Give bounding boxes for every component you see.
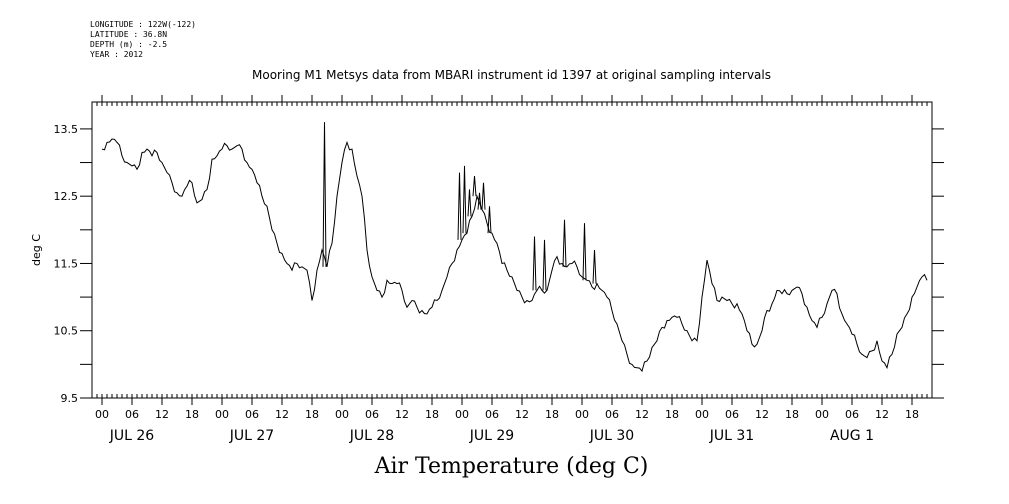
x-hour-tick-label: 00 bbox=[335, 408, 349, 421]
y-tick-label: 13.5 bbox=[54, 123, 79, 136]
data-spike bbox=[592, 249, 597, 284]
x-hour-tick-label: 06 bbox=[485, 408, 499, 421]
y-axis-label: deg C bbox=[30, 234, 43, 266]
data-spike bbox=[467, 189, 472, 217]
data-spike bbox=[487, 206, 492, 234]
plot-frame bbox=[91, 101, 933, 399]
longitude-text: LONGITUDE : 122W(-122) bbox=[90, 20, 196, 29]
x-hour-tick-label: 12 bbox=[395, 408, 409, 421]
x-hour-tick-label: 06 bbox=[725, 408, 739, 421]
x-axis-label: Air Temperature (deg C) bbox=[374, 454, 649, 479]
data-spike bbox=[542, 239, 547, 291]
x-hour-tick-label: 00 bbox=[815, 408, 829, 421]
x-day-label: AUG 1 bbox=[830, 428, 874, 444]
depth-text: DEPTH (m) : -2.5 bbox=[90, 40, 168, 49]
x-hour-tick-label: 18 bbox=[185, 408, 199, 421]
data-spike bbox=[322, 122, 327, 267]
data-spike bbox=[477, 192, 482, 210]
x-hour-tick-label: 18 bbox=[665, 408, 679, 421]
y-tick-label: 9.5 bbox=[61, 392, 79, 405]
x-hour-tick-label: 12 bbox=[635, 408, 649, 421]
x-hour-tick-label: 18 bbox=[785, 408, 799, 421]
x-day-label: JUL 26 bbox=[109, 428, 155, 444]
data-spike bbox=[532, 236, 537, 291]
x-day-label: JUL 28 bbox=[349, 428, 394, 444]
x-hour-tick-label: 06 bbox=[365, 408, 379, 421]
x-hour-tick-label: 00 bbox=[455, 408, 469, 421]
x-hour-tick-label: 06 bbox=[125, 408, 139, 421]
data-spike bbox=[481, 182, 486, 210]
chart-title: Mooring M1 Metsys data from MBARI instru… bbox=[252, 68, 771, 82]
data-spike bbox=[582, 223, 587, 281]
x-day-label: JUL 27 bbox=[229, 428, 274, 444]
series-layer bbox=[101, 122, 928, 373]
year-text: YEAR : 2012 bbox=[90, 50, 143, 59]
y-tick-label: 11.5 bbox=[54, 257, 79, 270]
x-hour-tick-label: 06 bbox=[245, 408, 259, 421]
x-hour-tick-label: 12 bbox=[755, 408, 769, 421]
x-hour-tick-label: 00 bbox=[95, 408, 109, 421]
x-hour-tick-label: 00 bbox=[695, 408, 709, 421]
x-day-label: JUL 30 bbox=[589, 428, 634, 444]
x-hour-tick-label: 12 bbox=[515, 408, 529, 421]
x-hour-tick-label: 18 bbox=[425, 408, 439, 421]
metadata-block: LONGITUDE : 122W(-122) LATITUDE : 36.8N … bbox=[90, 20, 196, 60]
x-hour-tick-label: 12 bbox=[155, 408, 169, 421]
x-hour-tick-label: 12 bbox=[275, 408, 289, 421]
x-hour-tick-label: 12 bbox=[875, 408, 889, 421]
data-spike bbox=[472, 175, 477, 197]
x-hour-tick-label: 06 bbox=[845, 408, 859, 421]
y-tick-label: 12.5 bbox=[54, 190, 79, 203]
series-line-0 bbox=[101, 138, 928, 373]
y-tick-label: 10.5 bbox=[54, 325, 79, 338]
x-hour-tick-label: 06 bbox=[605, 408, 619, 421]
latitude-text: LATITUDE : 36.8N bbox=[90, 30, 168, 39]
axes-layer: 00 06 12 18 00 06 12 18 00 06 12 18 00 06 12 18 00 06 12 18… bbox=[54, 95, 944, 444]
data-spike bbox=[462, 165, 467, 234]
x-hour-tick-label: 18 bbox=[905, 408, 919, 421]
x-hour-tick-label: 18 bbox=[305, 408, 319, 421]
data-spike bbox=[562, 219, 567, 267]
x-hour-tick-label: 18 bbox=[545, 408, 559, 421]
x-hour-tick-label: 00 bbox=[575, 408, 589, 421]
x-hour-tick-label: 00 bbox=[215, 408, 229, 421]
data-spike bbox=[457, 172, 462, 240]
x-day-label: JUL 31 bbox=[709, 428, 754, 444]
x-day-label: JUL 29 bbox=[469, 428, 514, 444]
